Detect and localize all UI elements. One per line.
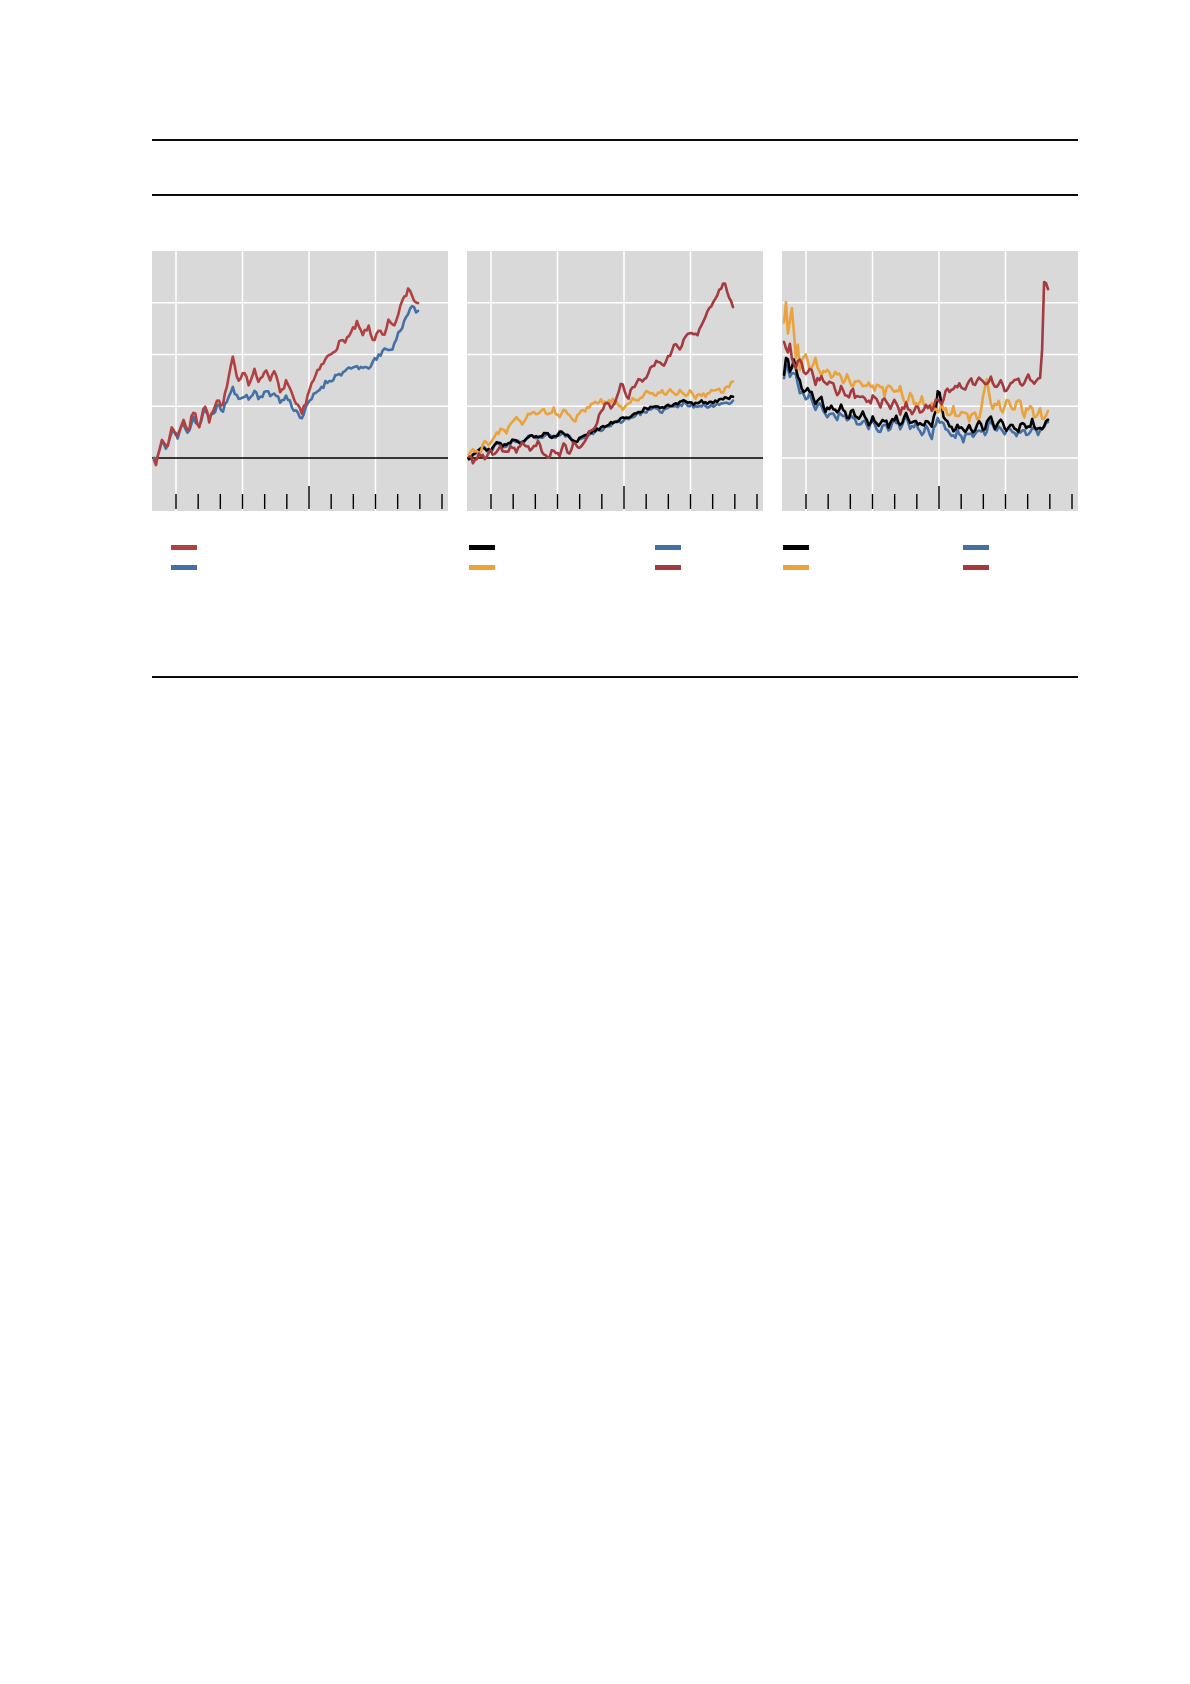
legend-column-2 [655,545,681,585]
line-chart-3 [782,251,1078,511]
legend-swatch-orange [783,565,809,570]
legend-swatch-dark-red [963,565,989,570]
legend-swatch-red [171,545,197,550]
chart-legend-1 [152,545,448,587]
section-divider-rule [152,676,1078,678]
legend-column-1 [783,545,809,585]
legend-swatch-dark-red [655,565,681,570]
chart-legend-3 [782,545,1078,587]
legend-swatch-blue [655,545,681,550]
chart-panel-2 [467,251,763,587]
legend-swatch-black [469,545,495,550]
charts-row [152,251,1078,587]
line-chart-1 [152,251,448,511]
header-bottom-rule [152,194,1078,196]
chart-panel-1 [152,251,448,587]
line-chart-2 [467,251,763,511]
chart-panel-3 [782,251,1078,587]
legend-swatch-blue [171,565,197,570]
legend-column-2 [963,545,989,585]
legend-swatch-blue [963,545,989,550]
header-top-rule [152,139,1078,141]
legend-column-1 [171,545,197,585]
legend-column-1 [469,545,495,585]
legend-swatch-orange [469,565,495,570]
chart-legend-2 [467,545,763,587]
header-band [152,141,1078,194]
legend-swatch-black [783,545,809,550]
